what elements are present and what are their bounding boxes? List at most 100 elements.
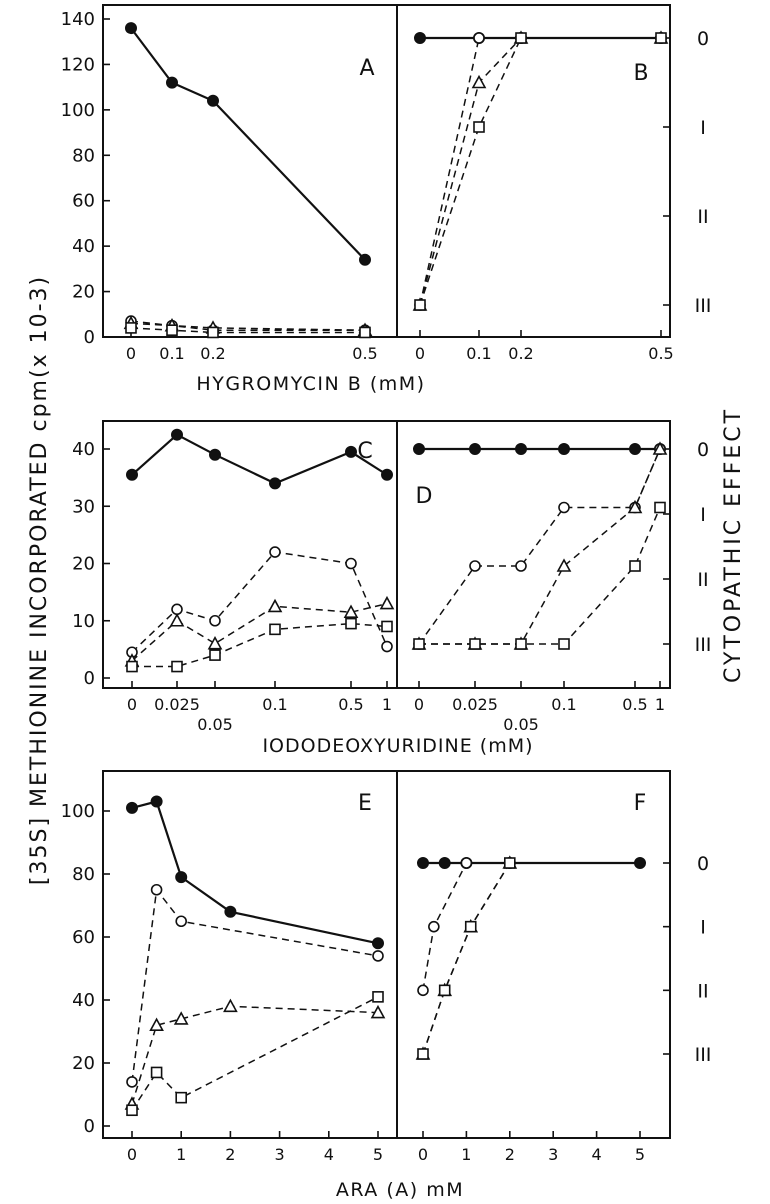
panel-a: 0 0.1 0.2 0.5 0 20 40 60 80 100 120 140 A: [61, 4, 398, 363]
data-point: [503, 857, 516, 869]
x-tick-label: 3: [548, 1145, 558, 1164]
data-point: [150, 883, 163, 896]
x-tick-label: 0.05: [503, 715, 539, 734]
series-open-circle: [126, 546, 393, 659]
data-point: [149, 1017, 164, 1031]
data-point: [171, 428, 183, 441]
data-point: [126, 1076, 138, 1088]
data-point: [209, 448, 221, 461]
y-tick-label: 20: [72, 554, 95, 575]
data-point: [345, 617, 357, 630]
data-point: [515, 638, 527, 650]
series-line: [130, 27, 366, 261]
y-tick-label: 80: [72, 145, 95, 166]
data-point: [209, 614, 221, 627]
x-tick-label: 0.1: [551, 695, 576, 714]
data-point: [558, 501, 570, 514]
y-tick-label: 140: [61, 9, 95, 30]
data-point: [223, 998, 238, 1013]
x-tick-label: 0.1: [159, 344, 184, 363]
data-point: [428, 920, 440, 933]
series-filled-circle: [413, 443, 666, 455]
data-point: [372, 937, 384, 950]
data-point: [126, 660, 138, 673]
data-point: [372, 991, 384, 1003]
series-line: [131, 1005, 379, 1105]
data-point: [413, 443, 425, 455]
data-point: [372, 950, 384, 962]
data-point: [471, 74, 487, 89]
data-point: [654, 501, 666, 514]
panel-letter: D: [416, 484, 433, 509]
panel-e: 0 1 2 3 4 5 0 20 40 60 80 100 E: [61, 770, 398, 1164]
x-tick-label: 5: [635, 1145, 645, 1164]
x-tick-label: 0.025: [452, 695, 498, 714]
x-tick-label: 0.025: [154, 695, 200, 714]
panel-letter: F: [634, 791, 647, 816]
series-line: [130, 322, 366, 331]
data-point: [652, 441, 668, 455]
data-point: [171, 660, 183, 673]
x-axis-title: IODODEOXYURIDINE (mM): [262, 735, 533, 757]
x-tick-label: 4: [592, 1145, 602, 1164]
data-point: [381, 468, 393, 481]
data-point: [629, 560, 641, 572]
x-tick-label: 0.1: [262, 695, 287, 714]
cpe-tick-label: 0: [697, 853, 709, 875]
data-point: [175, 871, 188, 884]
data-point: [515, 560, 527, 572]
data-point: [381, 640, 393, 653]
data-point: [169, 613, 185, 627]
data-point: [269, 477, 281, 490]
data-point: [460, 857, 473, 869]
x-tick-label: 2: [225, 1145, 235, 1164]
cpe-tick-label: I: [700, 504, 706, 526]
panel-letter: B: [633, 61, 648, 86]
data-point: [171, 603, 183, 616]
series-open-circle: [126, 883, 384, 1088]
data-point: [558, 638, 570, 650]
data-point: [515, 32, 527, 44]
data-point: [345, 445, 357, 458]
data-point: [464, 920, 477, 933]
series-open-triangle: [124, 595, 395, 667]
y-tick-label: 0: [84, 327, 95, 348]
x-tick-label: 0.5: [648, 344, 673, 363]
series-line: [131, 996, 379, 1111]
y-tick-label: 20: [72, 1053, 95, 1074]
data-point: [166, 324, 178, 336]
x-tick-label: 0.5: [338, 695, 363, 714]
data-point: [150, 795, 163, 808]
data-point: [469, 638, 481, 650]
x-tick-label: 0.5: [622, 695, 647, 714]
x-tick-label: 0: [414, 695, 424, 714]
x-tick-label: 0.05: [197, 715, 233, 734]
data-point: [634, 857, 646, 869]
y-tick-label: 40: [72, 439, 95, 460]
data-point: [150, 1066, 163, 1079]
series-open-square: [413, 501, 666, 650]
cpe-tick-label: 0: [697, 28, 709, 50]
data-point: [413, 638, 425, 650]
series-open-triangle: [123, 315, 373, 336]
cpe-tick-label: III: [695, 295, 712, 317]
y-tick-label: 120: [61, 54, 95, 75]
data-point: [414, 299, 426, 311]
data-point: [629, 443, 641, 455]
y-tick-label: 60: [72, 191, 95, 212]
x-tick-label: 0: [126, 344, 136, 363]
data-point: [627, 499, 643, 514]
y-tick-label: 100: [61, 801, 95, 822]
y-tick-label: 10: [72, 611, 95, 632]
x-tick-label: 0.2: [508, 344, 533, 363]
series-filled-circle: [126, 795, 384, 950]
y-tick-label: 40: [72, 236, 95, 257]
data-point: [207, 94, 219, 107]
data-point: [125, 22, 137, 35]
data-point: [414, 32, 426, 44]
x-tick-label: 0: [127, 1145, 137, 1164]
data-point: [438, 984, 451, 997]
